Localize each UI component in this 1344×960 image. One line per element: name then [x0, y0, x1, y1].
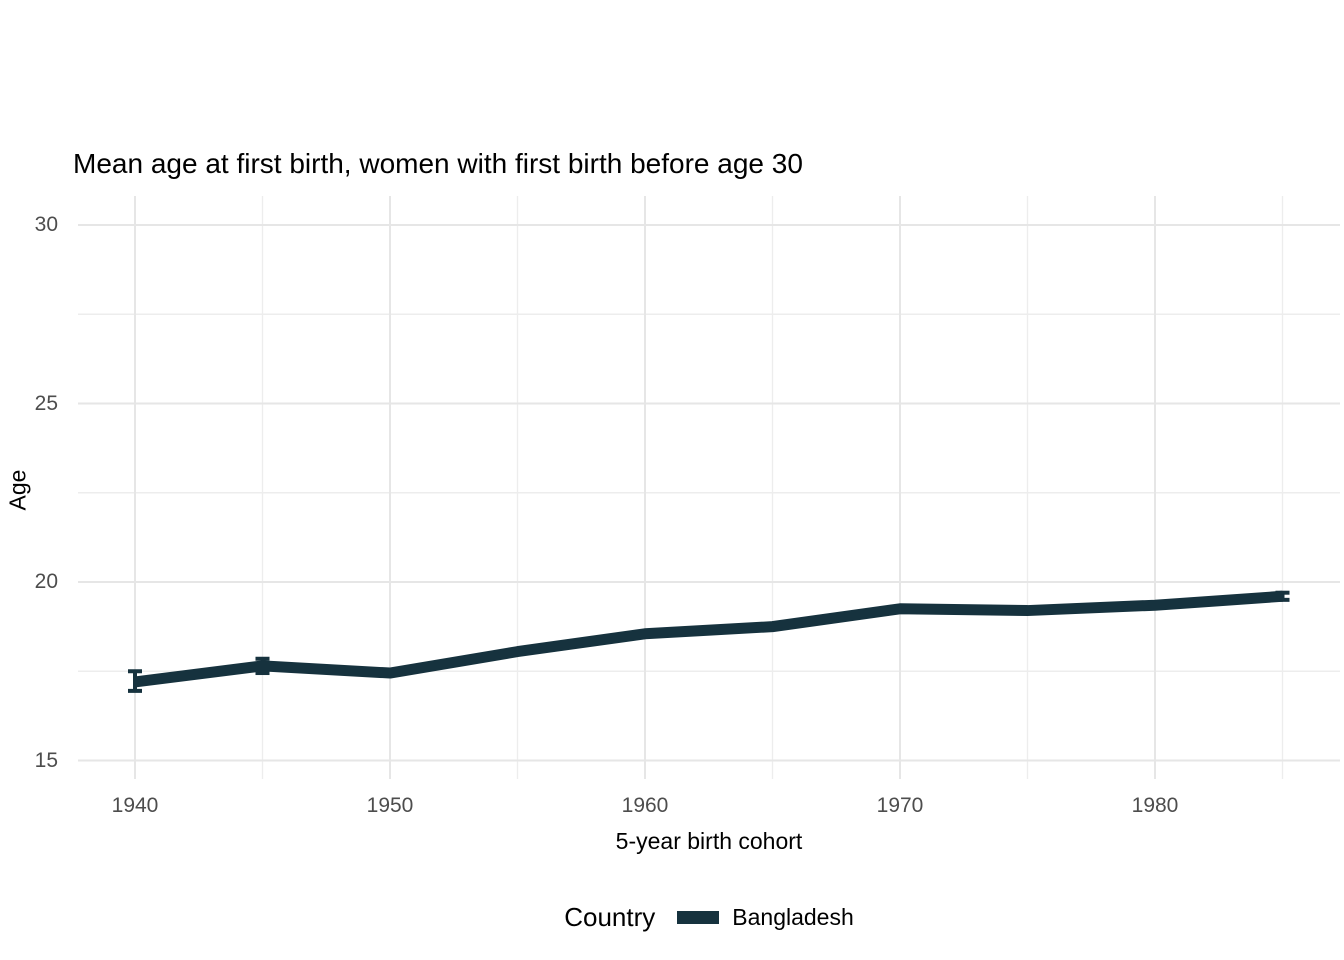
series-line-bangladesh: [134, 590, 1283, 688]
x-tick-label: 1950: [366, 794, 414, 817]
chart-title: Mean age at first birth, women with firs…: [73, 148, 803, 179]
legend-title: Country: [564, 902, 656, 932]
legend: Country Bangladesh: [78, 902, 1340, 933]
x-axis-title: 5-year birth cohort: [615, 828, 803, 854]
y-tick-label: 25: [34, 391, 58, 415]
x-tick-label: 1960: [621, 794, 669, 817]
x-tick-label: 1980: [1131, 794, 1179, 817]
y-tick-label: 20: [34, 570, 58, 593]
x-tick-label: 1940: [111, 794, 159, 817]
x-tick-label: 1970: [876, 794, 924, 817]
y-tick-label: 30: [34, 213, 58, 236]
legend-line-swatch: [677, 911, 720, 924]
y-tick-label: 15: [34, 748, 58, 772]
legend-item-bangladesh: Bangladesh: [732, 904, 854, 930]
